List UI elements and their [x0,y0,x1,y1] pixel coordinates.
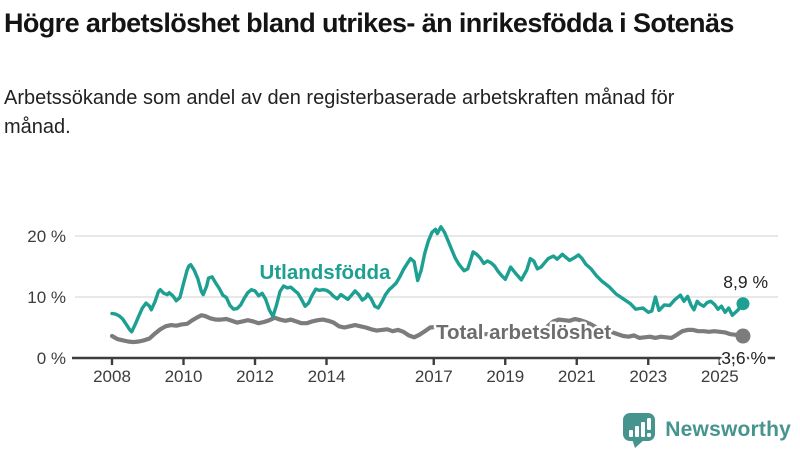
x-axis-label: 2010 [165,367,203,386]
series-end-dot [736,297,750,311]
unemployment-line-chart: 0 % 10 % 20 % 2008 2010 2012 2014 2017 2019 2021 2… [27,225,778,386]
end-value-utlandsfodda: 8,9 % [723,272,768,292]
x-axis-label: 2023 [629,367,667,386]
x-axis-label: 2014 [308,367,346,386]
y-axis-label: 10 % [27,288,66,307]
brand-name: Newsworthy [665,418,791,441]
y-axis-label: 20 % [27,227,66,246]
series-label-total: Total arbetslöshet [436,321,611,344]
x-axis-label: 2019 [486,367,524,386]
x-axis-label: 2012 [236,367,274,386]
newsworthy-bubble-chart-icon [623,413,656,448]
x-axis-label: 2021 [558,367,596,386]
x-axis-label: 2008 [93,367,131,386]
x-axis-label: 2017 [415,367,453,386]
page-title: Högre arbetslöshet bland utrikes- än inr… [4,8,734,38]
y-axis-label: 0 % [37,349,66,368]
end-value-total: 3,6 % [721,348,766,368]
chart-subtitle: Arbetssökande som andel av den registerb… [4,87,675,138]
series-line-total [109,313,746,345]
x-axis-label: 2025 [701,367,739,386]
series-label-utlandsfodda: Utlandsfödda [260,261,392,284]
newsworthy-logo[interactable]: Newsworthy [621,411,791,449]
series-line-utlandsfodda [110,225,745,334]
series-end-dot [735,328,751,344]
line-chart: 0 % 10 % 20 % 2008 2010 2012 2014 2017 2019 2021 2… [0,195,800,407]
